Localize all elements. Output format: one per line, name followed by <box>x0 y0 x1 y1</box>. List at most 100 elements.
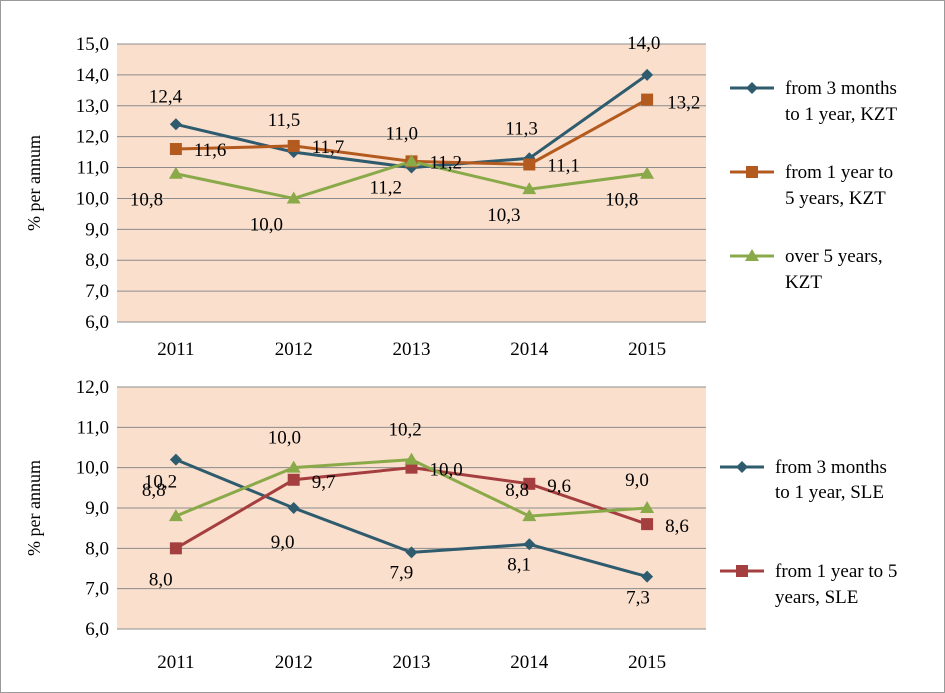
data-label: 9,0 <box>625 470 649 491</box>
series-1-point <box>523 538 536 551</box>
series-1-point <box>169 118 182 131</box>
series-1-point <box>641 68 654 81</box>
data-label: 12,4 <box>149 86 183 107</box>
series-3-point <box>522 509 537 522</box>
series-3-point <box>404 452 419 465</box>
data-label: 10,8 <box>605 190 638 211</box>
series-1-point <box>287 502 300 514</box>
x-tick-label: 2013 <box>393 339 431 360</box>
y-tick-label: 15,0 <box>76 34 109 55</box>
legend-marker <box>736 565 748 577</box>
series-3-point <box>168 509 183 522</box>
data-label: 8,8 <box>142 480 166 501</box>
legend-marker <box>746 82 758 94</box>
series-2-point <box>287 473 300 486</box>
legend-entry: years, SLE <box>775 587 858 608</box>
legend-entry: from 1 year to 5 <box>775 561 897 582</box>
data-label: 11,2 <box>430 152 463 173</box>
x-tick-label: 2013 <box>393 652 431 673</box>
series-3-point <box>286 191 301 204</box>
data-label: 10,0 <box>430 460 463 481</box>
y-tick-label: 8,0 <box>85 250 109 271</box>
x-tick-label: 2012 <box>275 652 313 673</box>
data-label: 10,8 <box>130 190 163 211</box>
data-label: 10,2 <box>389 420 422 441</box>
x-tick-label: 2011 <box>157 652 194 673</box>
y-tick-label: 6,0 <box>85 619 109 640</box>
series-2-point <box>641 93 654 106</box>
data-label: 8,1 <box>507 554 531 575</box>
y-axis-label: % per annum <box>24 135 44 231</box>
chart-top: 6,0 7,0 8,0 9,0 10,0 11,0 12,0 13,0 14,0 15,0 2011… <box>24 33 898 360</box>
data-label: 11,7 <box>312 137 345 158</box>
legend-entry: from 1 year to <box>785 162 893 183</box>
series-3-point <box>640 166 655 179</box>
y-tick-label: 10,0 <box>76 188 109 209</box>
data-label: 8,8 <box>505 480 529 501</box>
series-2-point <box>169 542 182 555</box>
y-tick-label: 8,0 <box>85 538 109 559</box>
y-tick-label: 12,0 <box>76 377 109 398</box>
series-3-point <box>286 460 301 473</box>
chart-bottom: 6,0 7,0 8,0 9,0 10,0 11,0 12,0 2011 2012 2013 2014… <box>24 377 897 673</box>
y-tick-label: 14,0 <box>76 65 109 86</box>
x-tick-label: 2011 <box>157 339 194 360</box>
data-label: 9,0 <box>271 532 295 553</box>
y-tick-label: 9,0 <box>85 498 109 519</box>
legend-marker <box>746 166 758 178</box>
series-2-point <box>287 139 300 152</box>
x-tick-label: 2015 <box>628 339 666 360</box>
data-label: 10,3 <box>487 205 520 226</box>
series-2-point <box>523 477 536 490</box>
y-tick-label: 9,0 <box>85 219 109 240</box>
y-tick-label: 12,0 <box>76 127 109 148</box>
series-3-point <box>168 166 183 179</box>
legend-entry: over 5 years, <box>785 246 883 267</box>
series-3-point <box>404 154 419 167</box>
legend-entry: KZT <box>785 272 822 293</box>
legend-marker <box>736 461 748 473</box>
data-label: 10,0 <box>268 428 301 449</box>
y-tick-label: 6,0 <box>85 312 109 333</box>
data-label: 8,0 <box>149 569 173 590</box>
plot-area <box>117 44 706 322</box>
legend-entry: from 3 months <box>775 457 887 478</box>
series-1-point <box>405 546 418 559</box>
x-tick-label: 2012 <box>275 339 313 360</box>
x-tick-label: 2014 <box>510 339 549 360</box>
series-1-point <box>169 453 182 466</box>
series-2-point <box>405 461 418 474</box>
series-2-point <box>641 518 654 531</box>
data-label: 11,2 <box>370 177 403 198</box>
data-label: 10,0 <box>250 214 283 235</box>
data-label: 11,1 <box>547 155 580 176</box>
y-tick-label: 11,0 <box>76 158 109 179</box>
legend-entry: to 1 year, SLE <box>775 482 884 503</box>
data-label: 9,6 <box>547 476 571 497</box>
legend-marker <box>745 249 759 261</box>
data-label: 14,0 <box>627 33 660 54</box>
legend-entry: from 3 months <box>785 78 897 99</box>
x-tick-label: 2015 <box>628 652 666 673</box>
x-tick-label: 2014 <box>510 652 549 673</box>
data-label: 9,7 <box>312 472 336 493</box>
y-axis-label: % per annum <box>24 460 44 556</box>
data-label: 8,6 <box>665 516 689 537</box>
data-label: 11,6 <box>194 140 227 161</box>
data-label: 7,9 <box>390 562 414 583</box>
y-tick-label: 10,0 <box>76 458 109 479</box>
data-label: 10,2 <box>144 472 177 493</box>
legend-entry: 5 years, KZT <box>785 188 886 209</box>
y-tick-label: 7,0 <box>85 281 109 302</box>
series-2-point <box>523 158 536 171</box>
data-label: 11,5 <box>268 110 301 131</box>
data-label: 13,2 <box>667 93 700 114</box>
data-label: 11,3 <box>505 118 538 139</box>
series-1-point <box>641 570 654 583</box>
y-tick-label: 7,0 <box>85 579 109 600</box>
legend-entry: to 1 year, KZT <box>785 104 898 125</box>
data-label: 7,3 <box>626 588 650 609</box>
y-tick-label: 11,0 <box>76 417 109 438</box>
y-tick-label: 13,0 <box>76 96 109 117</box>
